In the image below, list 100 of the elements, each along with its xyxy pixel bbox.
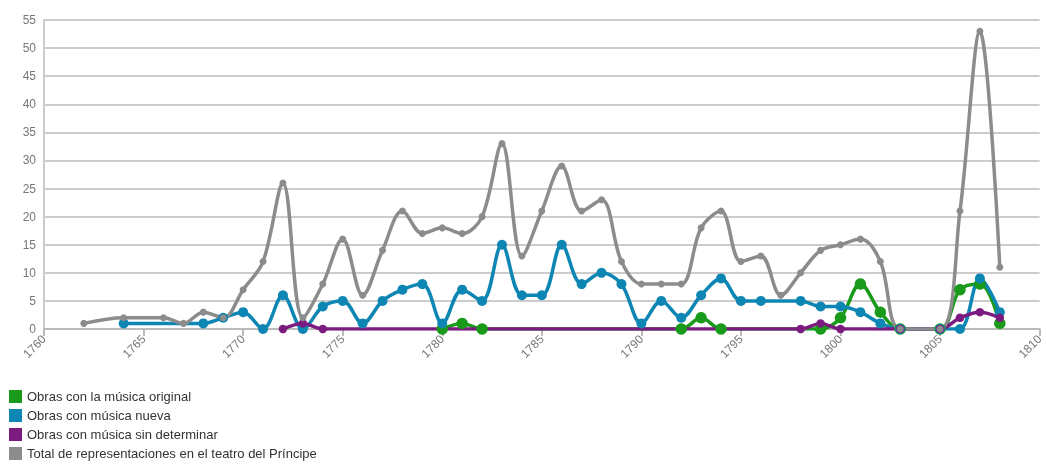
point [874,306,887,318]
point [578,207,586,215]
point [675,323,687,335]
point [797,269,805,277]
point [795,295,806,306]
point [536,290,547,301]
point [397,284,408,295]
point [657,280,665,288]
point [258,324,269,334]
point [277,290,288,301]
point [796,324,805,334]
point [616,279,627,290]
point [478,213,486,221]
legend-label: Obras con música nueva [27,408,172,423]
point [538,207,546,215]
point [834,312,847,324]
point [996,263,1004,271]
point [477,295,488,306]
point [975,307,985,317]
point [854,278,867,290]
point [835,301,846,312]
point [976,27,984,35]
point [438,224,446,232]
point [636,318,647,329]
point [278,324,288,334]
point [696,290,707,301]
point [777,291,785,299]
y-tick-label: 10 [22,265,37,280]
point [299,314,307,322]
legend-label: Obras con la música original [27,389,192,404]
point [337,295,348,306]
point [556,239,567,250]
point [697,224,705,232]
point [856,235,864,243]
point [656,295,667,306]
point [458,229,466,237]
point [179,319,187,327]
y-tick-label: 5 [29,293,37,308]
point [318,324,328,334]
point [676,312,687,323]
point [379,246,387,254]
point [80,319,88,327]
y-tick-label: 45 [22,69,37,84]
point [876,258,884,266]
y-tick-label: 55 [22,13,37,27]
point [995,313,1005,323]
y-tick-label: 15 [22,237,37,252]
y-tick-label: 20 [22,209,37,224]
point [199,308,207,316]
point [837,241,845,249]
point [954,283,966,296]
point [855,307,866,318]
point [239,286,247,294]
legend-label: Obras con música sin determinar [27,427,219,442]
point [817,246,825,254]
point [418,229,426,237]
point [198,318,209,329]
point [417,279,428,290]
point [457,284,468,295]
point [875,318,886,329]
point [357,318,368,329]
point [955,313,965,323]
point [317,301,328,312]
point [836,324,845,334]
y-tick-label: 30 [22,153,37,168]
point [715,323,727,335]
point [815,301,826,312]
point [516,290,527,301]
point [576,279,587,290]
point [596,267,607,278]
point [737,258,745,266]
y-tick-label: 50 [22,41,37,56]
point [377,295,388,306]
point [816,319,825,328]
point [716,273,727,284]
point [238,307,249,318]
legend-label: Total de representaciones en el teatro del Príncipe [27,446,317,461]
point [497,239,507,250]
point [456,317,468,330]
point [598,196,606,204]
point [558,162,566,170]
point [955,324,965,334]
point [617,258,625,266]
y-tick-label: 35 [22,125,37,140]
point [974,273,985,284]
point [319,280,327,288]
point [359,291,367,299]
point [498,140,506,148]
point [677,280,685,288]
point [120,314,128,322]
point [637,280,645,288]
y-tick-label: 25 [22,181,37,196]
y-tick-label: 0 [29,322,37,336]
point [437,318,448,329]
point [259,258,267,266]
point [339,235,347,243]
point [755,295,766,306]
point [757,252,765,260]
point [476,323,488,335]
point [695,312,707,324]
